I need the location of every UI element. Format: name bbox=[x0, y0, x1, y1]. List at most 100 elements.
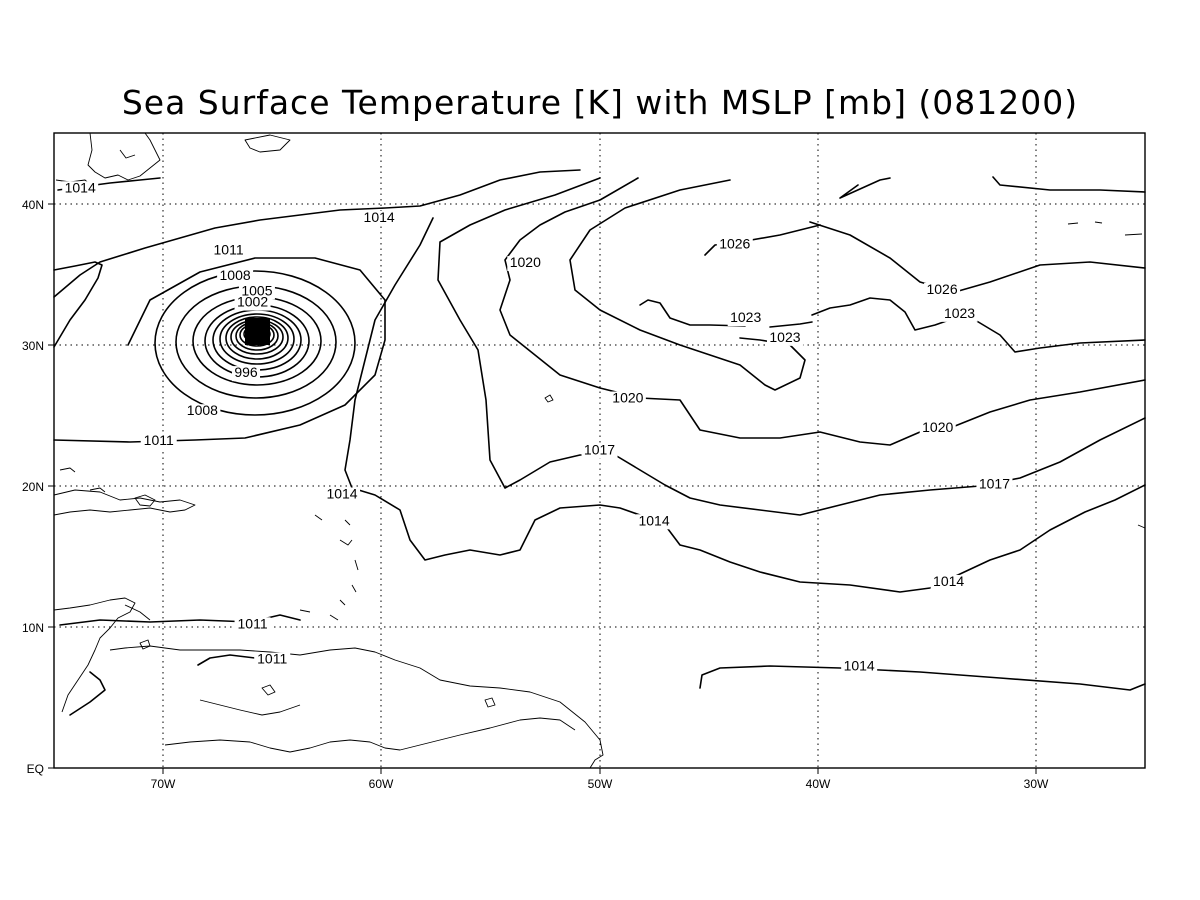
isobar-label-bg bbox=[941, 306, 978, 322]
isobar-label: 1020 bbox=[612, 390, 643, 406]
x-tick-label: 30W bbox=[1024, 777, 1049, 791]
isobar-1014-north bbox=[53, 169, 581, 298]
low-center-fill bbox=[245, 318, 270, 345]
isobar-label-bg bbox=[930, 574, 967, 590]
isobar-label-bg bbox=[507, 256, 544, 272]
isobar-label-bg bbox=[62, 181, 99, 197]
y-tick-label: EQ bbox=[27, 762, 44, 776]
isobar-1023-east bbox=[811, 297, 1146, 353]
country-borders bbox=[164, 717, 576, 753]
isobar-1026-north bbox=[839, 177, 891, 199]
island bbox=[139, 639, 151, 650]
isobar-label: 1011 bbox=[144, 432, 174, 448]
isobar-label: 1017 bbox=[584, 442, 615, 458]
island bbox=[299, 514, 323, 613]
isobar-label-bg bbox=[919, 421, 956, 437]
island bbox=[1137, 524, 1146, 529]
isobar-label-bg bbox=[841, 659, 878, 675]
isobar-label: 1014 bbox=[326, 485, 357, 501]
y-tick-label: 20N bbox=[22, 480, 44, 494]
isobar-label: 1014 bbox=[933, 573, 964, 589]
coast-detail bbox=[59, 467, 76, 473]
coast-island bbox=[244, 134, 291, 153]
isobar-1014 bbox=[344, 217, 1146, 593]
isobar-label: 1020 bbox=[510, 254, 541, 270]
y-tick-labels: EQ 10N 20N 30N 40N bbox=[22, 198, 44, 776]
island bbox=[544, 394, 554, 403]
isobar-1023-segment bbox=[769, 321, 813, 328]
isobar-label-bg bbox=[924, 282, 961, 298]
isobar-1026 bbox=[809, 221, 1146, 293]
isobar-label: 1014 bbox=[638, 512, 669, 528]
isobar-1011-isthmus bbox=[69, 671, 106, 716]
north-america-coast bbox=[87, 132, 161, 181]
isobar-label: 1026 bbox=[719, 236, 750, 252]
isobar-label-bg bbox=[234, 617, 271, 633]
isobar-label-bg bbox=[324, 487, 361, 503]
isobar-label-bg bbox=[716, 237, 753, 253]
x-tick-label: 60W bbox=[369, 777, 394, 791]
isobar-1020-north bbox=[992, 176, 1146, 193]
isobar-label: 1011 bbox=[214, 241, 244, 257]
isobar-1014-south bbox=[699, 665, 1146, 691]
isobar-1011-west bbox=[53, 261, 103, 348]
isobar-label-bg bbox=[361, 210, 398, 226]
isobar-1023-inner bbox=[639, 299, 746, 327]
country-borders bbox=[199, 699, 301, 716]
y-tick-label: 40N bbox=[22, 198, 44, 212]
isobar-label: 1023 bbox=[944, 305, 975, 321]
tick-marks bbox=[48, 203, 1037, 774]
coastlines bbox=[53, 132, 1146, 769]
isobar-label-bg bbox=[232, 366, 261, 382]
isobar-label: 1023 bbox=[769, 329, 800, 345]
x-tick-label: 50W bbox=[588, 777, 613, 791]
lesser-antilles bbox=[329, 519, 359, 621]
isobar-label-bg bbox=[210, 243, 247, 259]
graticule bbox=[54, 133, 1145, 768]
isobar-1011-caribbean bbox=[59, 614, 301, 626]
isobar-label: 1023 bbox=[730, 309, 761, 325]
isobar-label-bg bbox=[184, 404, 221, 420]
isobar-label-bg bbox=[976, 477, 1013, 493]
isobar-label: 1002 bbox=[237, 294, 268, 310]
cuba-coast bbox=[53, 489, 196, 516]
isobar-label-bg bbox=[217, 268, 254, 284]
isobar-label-bg bbox=[234, 295, 271, 311]
y-tick-label: 30N bbox=[22, 339, 44, 353]
isobar-label: 1011 bbox=[257, 651, 287, 667]
island bbox=[484, 697, 496, 708]
isobar-label-bg bbox=[636, 514, 673, 530]
coast-detail bbox=[89, 487, 106, 493]
coast-detail bbox=[119, 149, 136, 159]
hispaniola-coast bbox=[134, 494, 156, 507]
isobar-label: 1014 bbox=[844, 658, 875, 674]
isobar-993 bbox=[219, 313, 295, 365]
isobar-label: 1014 bbox=[364, 209, 395, 225]
isobar-label: 1026 bbox=[926, 281, 957, 297]
lake bbox=[261, 684, 276, 696]
isobar-label-bg bbox=[766, 330, 803, 346]
isobar-label: 1008 bbox=[220, 267, 251, 283]
isobar-label-bg bbox=[238, 284, 275, 300]
azores-coast bbox=[1067, 221, 1143, 236]
isobar-label: 1014 bbox=[65, 179, 96, 195]
isobar-label: 1005 bbox=[241, 282, 272, 298]
x-tick-label: 70W bbox=[151, 777, 176, 791]
isobar-label-bg bbox=[727, 311, 764, 327]
isobar-label-bg bbox=[581, 443, 618, 459]
isobar-label: 1011 bbox=[238, 615, 268, 631]
x-tick-label: 40W bbox=[806, 777, 831, 791]
isobar-label: 1008 bbox=[187, 402, 218, 418]
isobar-1011-low bbox=[53, 257, 386, 443]
coast-detail bbox=[124, 604, 151, 621]
x-tick-labels: 70W 60W 50W 40W 30W bbox=[151, 777, 1049, 791]
isobar-label: 996 bbox=[234, 364, 258, 380]
isobar-labels: 1014101410111008100510029961008101110141… bbox=[62, 179, 1013, 675]
isobar-label-bg bbox=[609, 391, 646, 407]
map-title: Sea Surface Temperature [K] with MSLP [m… bbox=[122, 83, 1078, 122]
isobar-1008 bbox=[154, 270, 356, 416]
central-america-coast bbox=[53, 597, 136, 713]
south-america-coast bbox=[109, 645, 604, 769]
